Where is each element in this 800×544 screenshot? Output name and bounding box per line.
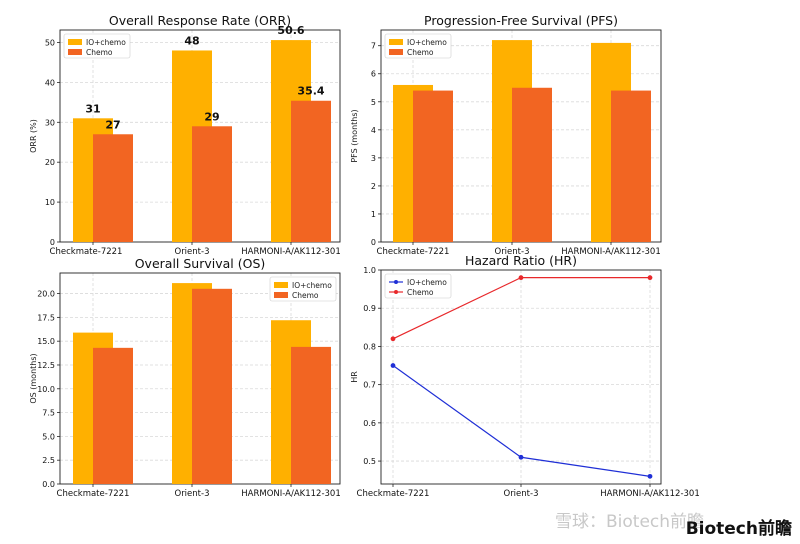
os-xtick-label: Checkmate-7221 — [57, 489, 130, 499]
os-xtick-label: Orient-3 — [175, 489, 210, 499]
orr-legend-label: IO+chemo — [86, 38, 126, 47]
pfs-legend-label: IO+chemo — [407, 38, 447, 47]
os-ytick-label: 2.5 — [42, 456, 55, 465]
os-ytick-label: 17.5 — [37, 313, 55, 322]
hr-legend-label: IO+chemo — [407, 278, 447, 287]
hr-point-chemo — [647, 275, 653, 281]
pfs-ytick-label: 6 — [371, 70, 376, 79]
pfs-ytick-label: 2 — [371, 182, 376, 191]
pfs-title: Progression-Free Survival (PFS) — [424, 13, 618, 28]
orr-data-label: 50.6 — [277, 24, 304, 37]
hr-point-chemo — [518, 275, 524, 281]
hr-title: Hazard Ratio (HR) — [465, 253, 577, 268]
os-bar-chemo — [291, 346, 331, 484]
pfs-legend-swatch — [389, 39, 403, 45]
orr-legend-swatch — [68, 49, 82, 55]
os-ylabel: OS (months) — [29, 353, 38, 403]
pfs-bar-chemo — [512, 87, 552, 242]
hr-ytick-label: 0.6 — [363, 419, 376, 428]
hr-ylabel: HR — [350, 371, 359, 383]
chart-pfs: 0 1 2 3 4 5 6 7 Progression-Free Survival (PFS) P… — [350, 13, 662, 257]
hr-point-io — [390, 363, 396, 368]
hr-ytick-label: 1.0 — [363, 266, 376, 275]
pfs-ytick-label: 7 — [371, 42, 376, 51]
pfs-ylabel: PFS (months) — [350, 109, 359, 162]
orr-bar-chemo — [93, 134, 133, 242]
orr-ylabel: ORR (%) — [29, 119, 38, 153]
pfs-ytick-label: 5 — [371, 98, 376, 107]
hr-ytick-label: 0.7 — [363, 381, 376, 390]
os-ytick-label: 7.5 — [42, 409, 55, 418]
orr-ytick-label: 50 — [45, 38, 55, 47]
orr-data-label: 48 — [184, 34, 199, 47]
pfs-xtick-label: Orient-3 — [495, 247, 530, 257]
orr-ytick-label: 0 — [50, 238, 55, 247]
pfs-ytick-label: 4 — [371, 126, 376, 135]
os-ytick-label: 12.5 — [37, 361, 55, 370]
orr-data-label: 27 — [105, 118, 120, 131]
hr-legend-marker — [394, 290, 398, 294]
pfs-ytick-label: 1 — [371, 210, 376, 219]
orr-legend-swatch — [68, 39, 82, 45]
hr-point-chemo — [390, 336, 396, 342]
os-ytick-label: 10.0 — [37, 385, 55, 394]
pfs-xtick-label: HARMONI-A/AK112-301 — [561, 247, 660, 257]
os-bar-chemo — [93, 347, 133, 484]
orr-ytick-label: 30 — [45, 118, 55, 127]
orr-ytick-label: 20 — [45, 158, 55, 167]
hr-point-io — [518, 454, 524, 460]
orr-ytick-label: 40 — [45, 78, 55, 87]
hr-legend-label: Chemo — [407, 288, 434, 297]
os-legend-label: IO+chemo — [292, 281, 332, 290]
chart-orr: 0 10 20 30 40 50 Overall Response Rate (ORR) OR… — [29, 13, 341, 257]
orr-title: Overall Response Rate (ORR) — [109, 13, 291, 28]
chart-os: 0.0 2.5 5.0 7.5 10.0 12.5 15.0 17.5 20.0 Overall … — [29, 256, 341, 499]
hr-xtick-label: HARMONI-A/AK112-301 — [600, 489, 699, 499]
os-legend-label: Chemo — [292, 291, 319, 300]
orr-legend-label: Chemo — [86, 48, 113, 57]
orr-xtick-label: HARMONI-A/AK112-301 — [241, 247, 340, 257]
brand-text: Biotech前瞻 — [686, 518, 792, 539]
watermark-text: 雪球：Biotech前瞻 — [555, 512, 704, 532]
pfs-ytick-label: 0 — [371, 238, 376, 247]
os-ytick-label: 0.0 — [42, 480, 55, 489]
pfs-bar-chemo — [611, 90, 651, 242]
os-ytick-label: 15.0 — [37, 337, 55, 346]
os-legend-swatch — [274, 282, 288, 288]
orr-data-label: 29 — [204, 110, 219, 123]
os-ytick-label: 20.0 — [37, 290, 55, 299]
pfs-bar-chemo — [413, 90, 453, 242]
hr-xtick-label: Checkmate-7221 — [357, 489, 430, 499]
chart-hr: 0.5 0.6 0.7 0.8 0.9 1.0 Hazard Ratio (HR) HR Che… — [350, 253, 700, 499]
os-bar-chemo — [192, 288, 232, 484]
hr-ytick-label: 0.5 — [363, 457, 376, 466]
hr-xtick-label: Orient-3 — [504, 489, 539, 499]
orr-bar-chemo — [291, 100, 331, 243]
orr-data-label: 31 — [85, 102, 100, 115]
os-title: Overall Survival (OS) — [135, 256, 266, 271]
pfs-xtick-label: Checkmate-7221 — [377, 247, 450, 257]
orr-bar-chemo — [192, 126, 232, 242]
orr-ytick-label: 10 — [45, 198, 55, 207]
hr-ytick-label: 0.9 — [363, 304, 376, 313]
hr-point-io — [647, 473, 653, 479]
os-xtick-label: HARMONI-A/AK112-301 — [241, 489, 340, 499]
pfs-ytick-label: 3 — [371, 154, 376, 163]
os-ytick-label: 5.0 — [42, 432, 55, 441]
os-legend-swatch — [274, 292, 288, 298]
hr-ytick-label: 0.8 — [363, 342, 376, 351]
pfs-legend-label: Chemo — [407, 48, 434, 57]
pfs-legend-swatch — [389, 49, 403, 55]
orr-xtick-label: Checkmate-7221 — [50, 247, 123, 257]
hr-line-io — [392, 365, 651, 477]
orr-data-label: 35.4 — [297, 85, 324, 98]
orr-xtick-label: Orient-3 — [175, 247, 210, 257]
hr-legend-marker — [394, 280, 398, 284]
